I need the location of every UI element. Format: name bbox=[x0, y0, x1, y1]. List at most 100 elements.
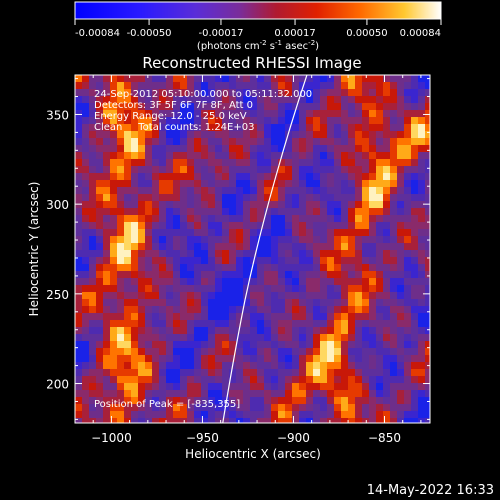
heatmap-cell bbox=[355, 376, 362, 383]
heatmap-cell bbox=[320, 327, 327, 334]
heatmap-cell bbox=[159, 257, 166, 264]
colorbar-tick-label: 0.00017 bbox=[274, 28, 315, 39]
heatmap-cell bbox=[264, 250, 271, 257]
heatmap-cell bbox=[180, 229, 187, 236]
heatmap-cell bbox=[348, 257, 355, 264]
heatmap-cell bbox=[418, 292, 425, 299]
heatmap-cell bbox=[208, 285, 215, 292]
heatmap-cell bbox=[222, 222, 229, 229]
heatmap-cell bbox=[180, 145, 187, 152]
heatmap-cell bbox=[89, 201, 96, 208]
heatmap-cell bbox=[173, 341, 180, 348]
heatmap-cell bbox=[362, 299, 369, 306]
heatmap-cell bbox=[376, 131, 383, 138]
heatmap-cell bbox=[271, 327, 278, 334]
heatmap-cell bbox=[208, 96, 215, 103]
heatmap-cell bbox=[243, 285, 250, 292]
heatmap-cell bbox=[194, 131, 201, 138]
heatmap-cell bbox=[313, 89, 320, 96]
heatmap-cell bbox=[278, 222, 285, 229]
heatmap-cell bbox=[229, 82, 236, 89]
heatmap-cell bbox=[390, 75, 397, 82]
heatmap-cell bbox=[138, 173, 145, 180]
heatmap-cell bbox=[306, 243, 313, 250]
heatmap-cell bbox=[82, 313, 89, 320]
heatmap-cell bbox=[397, 180, 404, 187]
heatmap-cell bbox=[103, 229, 110, 236]
heatmap-cell bbox=[180, 369, 187, 376]
heatmap-cell bbox=[124, 166, 131, 173]
heatmap-cell bbox=[327, 222, 334, 229]
y-tick-label: 200 bbox=[46, 378, 69, 392]
heatmap-cell bbox=[152, 348, 159, 355]
heatmap-cell bbox=[180, 320, 187, 327]
heatmap-cell bbox=[341, 187, 348, 194]
heatmap-cell bbox=[124, 229, 131, 236]
heatmap-cell bbox=[208, 369, 215, 376]
heatmap-cell bbox=[166, 131, 173, 138]
heatmap-cell bbox=[187, 243, 194, 250]
heatmap-cell bbox=[327, 159, 334, 166]
heatmap-cell bbox=[264, 404, 271, 411]
heatmap-cell bbox=[320, 89, 327, 96]
heatmap-cell bbox=[320, 285, 327, 292]
heatmap-cell bbox=[103, 194, 110, 201]
heatmap-cell bbox=[173, 271, 180, 278]
heatmap-cell bbox=[124, 222, 131, 229]
heatmap-cell bbox=[103, 348, 110, 355]
heatmap-cell bbox=[348, 362, 355, 369]
heatmap-cell bbox=[75, 250, 82, 257]
heatmap-cell bbox=[194, 243, 201, 250]
heatmap-cell bbox=[285, 103, 292, 110]
heatmap-cell bbox=[376, 89, 383, 96]
heatmap-cell bbox=[103, 250, 110, 257]
heatmap-cell bbox=[306, 110, 313, 117]
heatmap-cell bbox=[138, 236, 145, 243]
heatmap-cell bbox=[152, 341, 159, 348]
heatmap-cell bbox=[327, 292, 334, 299]
heatmap-cell bbox=[222, 292, 229, 299]
heatmap-cell bbox=[131, 180, 138, 187]
heatmap-cell bbox=[117, 257, 124, 264]
heatmap-cell bbox=[397, 138, 404, 145]
heatmap-cell bbox=[215, 173, 222, 180]
heatmap-cell bbox=[215, 117, 222, 124]
heatmap-cell bbox=[89, 264, 96, 271]
heatmap-cell bbox=[390, 215, 397, 222]
heatmap-cell bbox=[362, 397, 369, 404]
heatmap-cell bbox=[285, 250, 292, 257]
heatmap-cell bbox=[145, 334, 152, 341]
heatmap-cell bbox=[348, 194, 355, 201]
heatmap-cell bbox=[313, 180, 320, 187]
heatmap-cell bbox=[215, 208, 222, 215]
heatmap-cell bbox=[334, 180, 341, 187]
heatmap-cell bbox=[215, 292, 222, 299]
heatmap-cell bbox=[152, 173, 159, 180]
heatmap-cell bbox=[250, 96, 257, 103]
heatmap-cell bbox=[411, 306, 418, 313]
heatmap-cell bbox=[341, 243, 348, 250]
heatmap-cell bbox=[89, 313, 96, 320]
heatmap-cell bbox=[180, 243, 187, 250]
heatmap-cell bbox=[110, 320, 117, 327]
heatmap-cell bbox=[131, 320, 138, 327]
heatmap-cell bbox=[236, 194, 243, 201]
heatmap-cell bbox=[89, 96, 96, 103]
heatmap-cell bbox=[222, 320, 229, 327]
heatmap-cell bbox=[278, 285, 285, 292]
heatmap-cell bbox=[250, 285, 257, 292]
heatmap-cell bbox=[292, 117, 299, 124]
heatmap-cell bbox=[257, 89, 264, 96]
heatmap-cell bbox=[278, 418, 285, 423]
heatmap-cell bbox=[187, 124, 194, 131]
heatmap-cell bbox=[194, 75, 201, 82]
heatmap-cell bbox=[341, 201, 348, 208]
heatmap-cell bbox=[110, 152, 117, 159]
heatmap-cell bbox=[383, 299, 390, 306]
heatmap-cell bbox=[75, 96, 82, 103]
heatmap-cell bbox=[355, 264, 362, 271]
heatmap-cell bbox=[173, 180, 180, 187]
heatmap-cell bbox=[362, 243, 369, 250]
heatmap-cell bbox=[411, 222, 418, 229]
heatmap-cell bbox=[306, 194, 313, 201]
